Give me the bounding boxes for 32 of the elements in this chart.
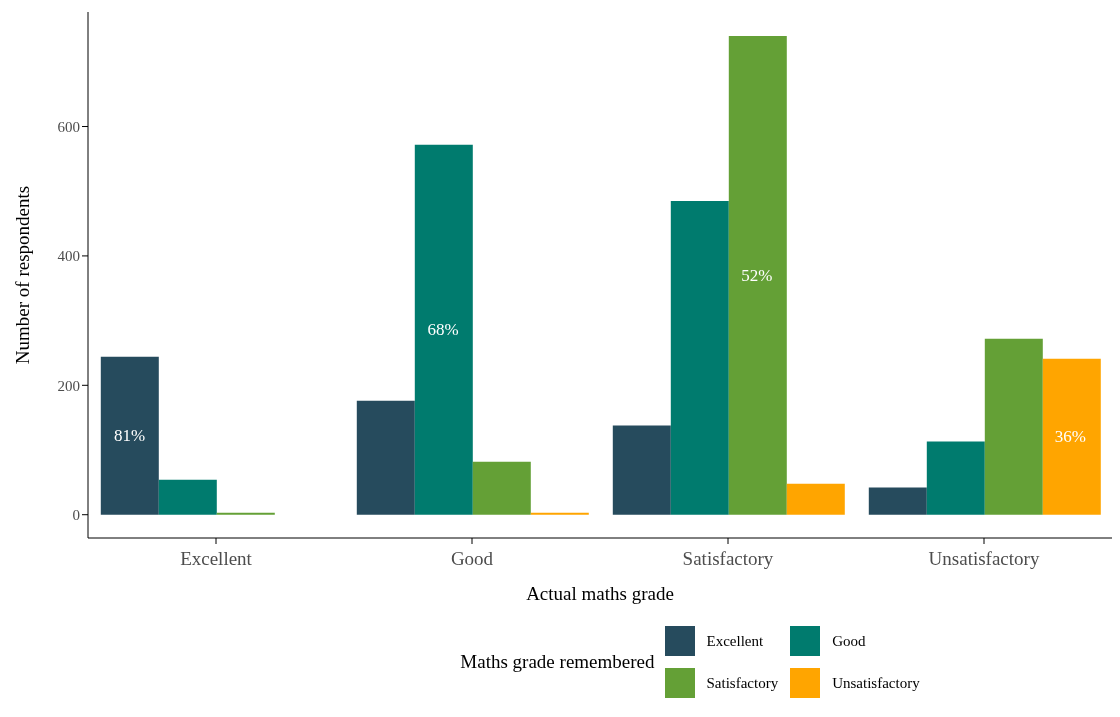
y-tick-label: 600 <box>57 118 80 135</box>
bar <box>1042 358 1101 515</box>
y-tick-label: 0 <box>72 507 80 524</box>
bar <box>926 441 985 515</box>
bar <box>472 461 531 515</box>
legend-label: Excellent <box>706 632 764 650</box>
x-axis-title: Actual maths grade <box>526 583 674 604</box>
bar <box>728 35 787 515</box>
x-tick-label: Satisfactory <box>682 548 774 570</box>
bar <box>868 487 927 515</box>
y-axis-title: Number of respondents <box>11 185 33 365</box>
bar <box>670 200 729 515</box>
legend-label: Unsatisfactory <box>832 674 920 692</box>
legend-label: Good <box>832 632 866 650</box>
annotation: 36% <box>1054 427 1086 447</box>
bar <box>356 400 415 515</box>
legend-title: Maths grade remembered <box>460 651 655 673</box>
bar <box>612 425 671 515</box>
bar <box>984 338 1043 515</box>
annotation: 81% <box>114 426 146 446</box>
annotation: 52% <box>741 265 773 285</box>
annotation: 68% <box>427 320 459 340</box>
bar <box>158 479 217 515</box>
x-tick-label: Good <box>450 548 494 570</box>
bar <box>100 356 159 515</box>
bar <box>786 483 845 515</box>
legend-label: Satisfactory <box>706 674 779 692</box>
y-tick-label: 400 <box>57 248 80 265</box>
x-tick-label: Excellent <box>180 548 253 570</box>
x-tick-label: Unsatisfactory <box>928 548 1040 570</box>
y-tick-label: 200 <box>57 377 80 394</box>
bar <box>414 144 473 515</box>
